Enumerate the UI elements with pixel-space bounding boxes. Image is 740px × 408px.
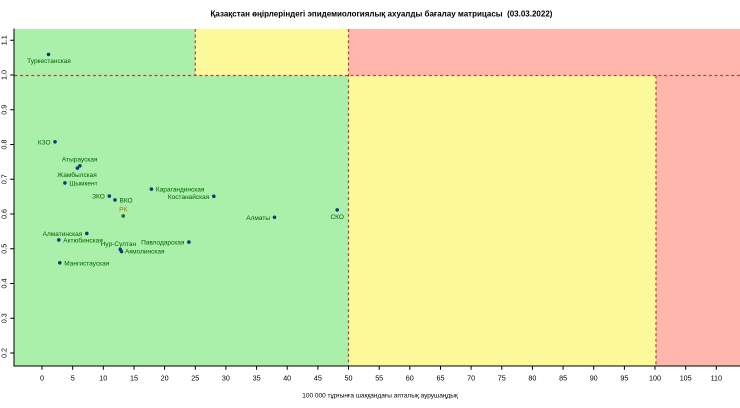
svg-text:45: 45 (314, 373, 322, 382)
svg-text:Павлодарская: Павлодарская (141, 240, 185, 247)
svg-text:ЗКО: ЗКО (92, 194, 105, 201)
svg-text:Қазақстан өңірлеріндегі эпидем: Қазақстан өңірлеріндегі эпидемиологиялық… (211, 9, 553, 18)
svg-text:0.6: 0.6 (0, 209, 9, 219)
svg-text:Алматинская: Алматинская (43, 231, 83, 238)
svg-text:Мангистауская: Мангистауская (64, 260, 109, 267)
svg-text:105: 105 (680, 373, 692, 382)
svg-text:Актюбинская: Актюбинская (63, 236, 103, 244)
svg-text:85: 85 (559, 373, 567, 382)
svg-text:110: 110 (711, 373, 722, 382)
svg-text:50: 50 (345, 373, 353, 382)
svg-text:1.1: 1.1 (0, 35, 9, 45)
svg-text:Акмолинская: Акмолинская (125, 248, 165, 255)
svg-text:90: 90 (590, 373, 598, 382)
svg-text:100 000 тұрғынға шаққандағы ап: 100 000 тұрғынға шаққандағы апталық ауру… (302, 393, 458, 400)
svg-text:Нур-Султан: Нур-Султан (101, 241, 137, 248)
svg-text:Атырауская: Атырауская (62, 157, 98, 164)
svg-text:РК: РК (119, 207, 127, 214)
svg-text:Карагандинская: Карагандинская (156, 187, 205, 194)
svg-text:5: 5 (71, 373, 75, 382)
svg-text:0.3: 0.3 (0, 313, 9, 323)
svg-text:60: 60 (406, 373, 414, 382)
svg-text:0.8: 0.8 (0, 140, 9, 150)
svg-text:20: 20 (161, 373, 169, 382)
svg-text:55: 55 (375, 373, 383, 382)
svg-text:80: 80 (528, 373, 536, 382)
svg-text:65: 65 (437, 373, 445, 382)
svg-text:Жамбылская: Жамбылская (57, 171, 97, 179)
svg-text:75: 75 (498, 373, 506, 382)
svg-text:0.7: 0.7 (0, 174, 9, 184)
svg-text:0.5: 0.5 (0, 244, 9, 254)
svg-text:ВКО: ВКО (120, 197, 133, 204)
svg-text:25: 25 (191, 373, 199, 382)
svg-text:Шымкент: Шымкент (69, 180, 97, 187)
svg-text:35: 35 (253, 373, 261, 382)
svg-text:70: 70 (467, 373, 475, 382)
svg-text:0.2: 0.2 (0, 348, 9, 358)
svg-text:40: 40 (283, 373, 291, 382)
svg-text:30: 30 (222, 373, 230, 382)
svg-text:95: 95 (620, 373, 628, 382)
svg-text:10: 10 (99, 373, 107, 382)
svg-text:КЗО: КЗО (38, 139, 51, 146)
svg-text:1.0: 1.0 (0, 70, 9, 80)
svg-text:100: 100 (649, 373, 661, 382)
svg-text:СКО: СКО (330, 214, 343, 221)
svg-text:Костанайская: Костанайская (168, 193, 210, 201)
svg-text:Туркестанская: Туркестанская (27, 58, 71, 65)
svg-text:0.4: 0.4 (0, 279, 9, 289)
svg-text:0.9: 0.9 (0, 105, 9, 115)
svg-text:0: 0 (40, 373, 44, 382)
svg-text:15: 15 (130, 373, 138, 382)
svg-text:Алматы: Алматы (246, 215, 270, 222)
